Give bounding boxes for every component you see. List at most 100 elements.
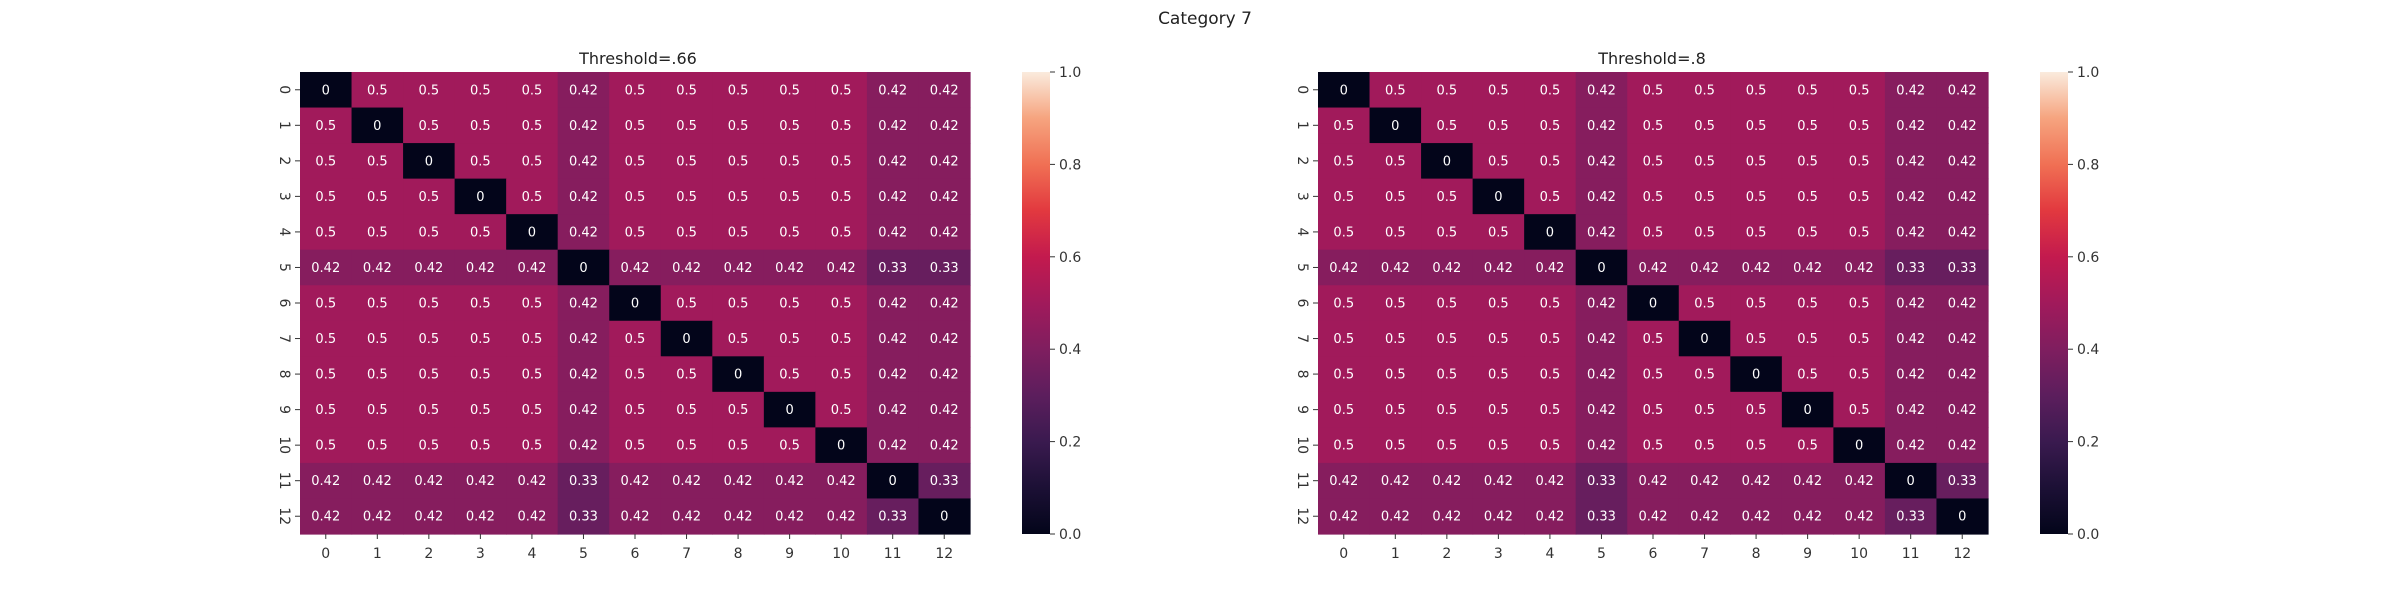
cell-label: 0.5 [1488,297,1509,312]
heatmap-cell [1678,214,1731,251]
heatmap-cell [1678,391,1731,428]
heatmap-cell [300,356,353,393]
heatmap-cell [815,143,868,180]
cell-label: 0.5 [831,225,852,240]
heatmap-cell [1730,462,1783,500]
cell-label: 0.33 [930,474,959,489]
cell-label: 0.5 [315,439,336,454]
cell-label: 0.42 [827,510,856,525]
heatmap-cell [1781,249,1834,286]
cell-label: 0.5 [470,83,491,98]
heatmap-cell [1369,498,1422,535]
cell-label: 0 [1855,439,1863,454]
cell-label: 0.5 [1746,225,1767,240]
cell-label: 0.42 [672,510,701,525]
heatmap-cell [1833,391,1886,428]
y-tick-label: 3 [1294,192,1310,201]
heatmap-cell [918,498,971,535]
heatmap-cell [1472,320,1525,357]
cell-label: 0 [1752,368,1760,383]
heatmap-cell [712,427,765,464]
heatmap-cell [1627,356,1680,393]
heatmap-cell [1575,214,1628,251]
cell-label: 0.5 [1385,368,1406,383]
cell-label: 0.42 [1587,368,1616,383]
x-tick-label: 0 [321,546,330,562]
heatmap-cell [1472,462,1525,500]
cell-label: 0 [425,154,433,169]
cell-label: 0.5 [1797,439,1818,454]
cell-label: 0.5 [419,368,440,383]
heatmap-cell [660,107,713,144]
cell-label: 0.42 [1535,510,1564,525]
heatmap-cell [1421,72,1474,109]
cell-label: 0.42 [1587,332,1616,347]
cell-label: 0.33 [569,474,598,489]
cell-label: 0.5 [1746,403,1767,418]
heatmap-cell [1472,498,1525,535]
heatmap-cell [1575,462,1628,500]
heatmap-cell [300,498,353,535]
x-tick-label: 7 [682,546,691,562]
y-tick-label: 1 [1294,121,1310,130]
heatmap-cell [506,214,559,251]
heatmap-cell [403,143,456,180]
heatmap-cell [454,214,507,251]
heatmap-cell [712,391,765,428]
heatmap-cell [660,391,713,428]
cell-label: 0.5 [676,154,697,169]
cell-label: 0 [1958,510,1966,525]
x-tick-label: 5 [1597,546,1606,562]
cell-label: 0.5 [419,225,440,240]
heatmap-cell [506,249,559,286]
cell-label: 0.5 [522,190,543,205]
heatmap-cell [1678,462,1731,500]
cell-label: 0.5 [779,119,800,134]
heatmap-cell [660,356,713,393]
heatmap-cell [1833,356,1886,393]
cell-label: 0.5 [1437,190,1458,205]
cell-label: 0.5 [1540,83,1561,98]
heatmap-cell [1318,356,1371,393]
heatmap-cell [403,356,456,393]
heatmap-cell [609,214,662,251]
colorbar-tick-label: 0.6 [2077,250,2099,266]
cell-label: 0.42 [414,510,443,525]
cell-label: 0.5 [1797,154,1818,169]
cell-label: 0.5 [1746,119,1767,134]
cell-label: 0.42 [1948,225,1977,240]
heatmap-cell [1781,462,1834,500]
cell-label: 0.5 [470,119,491,134]
cell-label: 0.5 [1643,403,1664,418]
heatmap-cell [1421,107,1474,144]
heatmap-cell [1524,285,1577,322]
cell-label: 0.5 [367,83,388,98]
cell-label: 0.33 [1948,261,1977,276]
cell-label: 0.42 [1948,154,1977,169]
cell-label: 0.42 [930,225,959,240]
heatmap-cell [1421,427,1474,464]
heatmap-cell [1318,178,1371,215]
cell-label: 0.42 [1432,261,1461,276]
heatmap-cell [403,285,456,322]
cell-label: 0.42 [1896,403,1925,418]
cell-label: 0.42 [1639,474,1668,489]
cell-label: 0.5 [1333,119,1354,134]
cell-label: 0.42 [1587,403,1616,418]
cell-label: 0.5 [1746,439,1767,454]
heatmap-cell [712,72,765,109]
heatmap-cell [1524,427,1577,464]
cell-label: 0.5 [1385,225,1406,240]
cell-label: 0.42 [1587,190,1616,205]
cell-label: 0.5 [1540,190,1561,205]
x-tick-label: 8 [734,546,743,562]
cell-label: 0.5 [1849,190,1870,205]
colorbar-tick-label: 0.0 [2077,527,2099,543]
heatmap-cell [403,320,456,357]
heatmap-cell [1472,72,1525,109]
cell-label: 0.5 [470,154,491,169]
heatmap-cell [1421,462,1474,500]
heatmap-cell [1369,214,1422,251]
heatmap-cell [1472,427,1525,464]
heatmap-cell [1730,285,1783,322]
